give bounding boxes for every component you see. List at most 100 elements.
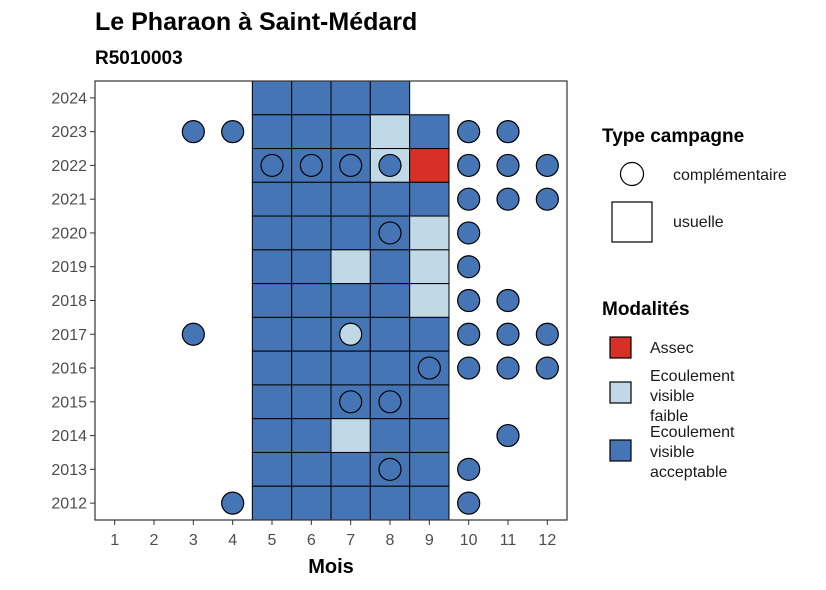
tile-2014-7	[330, 418, 371, 453]
y-tick-label-2018: 2018	[51, 293, 87, 310]
tile-2015-6	[291, 384, 332, 420]
point-2022-6	[299, 153, 323, 178]
tile-2016-8	[369, 350, 411, 386]
tile-2017-9	[409, 316, 450, 352]
complementaire-points	[181, 120, 559, 515]
point-2019-10	[457, 255, 481, 279]
tile-2013-5	[251, 451, 293, 487]
tile-2024-5	[251, 80, 293, 116]
tile-2016-6	[291, 350, 332, 386]
tile-2021-7	[330, 181, 371, 217]
point-2012-4	[221, 491, 245, 515]
point-2020-10	[457, 221, 481, 245]
legend-label-acceptable-line-1: Ecoulement	[650, 424, 735, 441]
legend-type-title: Type campagne	[602, 126, 744, 147]
chart-title: Le Pharaon à Saint-Médard	[95, 8, 417, 36]
legend-type-campagne: Type campagne complémentaire usuelle	[602, 126, 787, 243]
point-2022-7	[339, 153, 363, 178]
tile-2013-7	[330, 451, 371, 487]
legend-key-assec	[609, 336, 632, 359]
tile-2021-5	[251, 181, 293, 217]
point-2023-3	[181, 120, 205, 144]
point-2016-11	[496, 356, 520, 380]
tile-2016-5	[251, 350, 293, 386]
tile-2023-5	[251, 114, 293, 150]
y-tick-label-2017: 2017	[51, 327, 87, 344]
tile-2023-6	[291, 114, 332, 150]
tile-2014-9	[409, 418, 450, 453]
tile-2021-9	[409, 181, 450, 217]
tile-2024-8	[369, 80, 411, 116]
tile-2019-5	[251, 249, 293, 285]
y-tick-label-2024: 2024	[51, 90, 87, 107]
tile-2021-8	[369, 181, 411, 217]
y-tick-label-2013: 2013	[51, 462, 87, 479]
x-tick-label-2: 2	[150, 532, 159, 549]
tile-2012-7	[330, 485, 371, 521]
tile-2020-5	[251, 215, 293, 251]
tile-2019-8	[369, 249, 411, 285]
tile-2013-6	[291, 451, 332, 487]
x-tick-label-12: 12	[538, 532, 556, 549]
x-tick-label-10: 10	[460, 532, 478, 549]
tile-2016-7	[330, 350, 371, 386]
point-2020-8	[378, 221, 402, 245]
tile-2014-6	[291, 418, 332, 453]
tile-2019-7	[330, 249, 371, 285]
point-2017-11	[496, 322, 520, 346]
y-tick-label-2016: 2016	[51, 361, 87, 378]
legend-modalites: Modalités AssecEcoulementvisiblefaibleEc…	[602, 299, 735, 481]
tile-2018-9	[409, 283, 450, 318]
tile-2020-9	[409, 215, 450, 251]
x-tick-label-3: 3	[189, 532, 198, 549]
x-tick-label-8: 8	[386, 532, 395, 549]
point-2015-7	[339, 390, 363, 414]
tile-2014-5	[251, 418, 293, 453]
point-2017-7	[339, 322, 363, 346]
tile-2020-7	[330, 215, 371, 251]
tile-2018-5	[251, 283, 293, 318]
tile-2015-9	[409, 384, 450, 420]
tile-2013-9	[409, 451, 450, 487]
legend-label-complementaire: complémentaire	[673, 167, 787, 184]
tile-2015-5	[251, 384, 293, 420]
tile-2021-6	[291, 181, 332, 217]
y-tick-label-2023: 2023	[51, 124, 87, 141]
point-2021-11	[496, 187, 520, 211]
point-2017-3	[181, 322, 205, 346]
y-tick-label-2021: 2021	[51, 192, 87, 209]
x-tick-label-1: 1	[110, 532, 119, 549]
tile-2012-8	[369, 485, 411, 521]
tile-2023-8	[369, 114, 411, 150]
y-axis: 2012 2013 2014 2015 2016 2017 2018 2019 2020 2021…	[51, 90, 95, 513]
tile-2017-5	[251, 316, 293, 352]
tile-2014-8	[369, 418, 411, 453]
y-tick-label-2014: 2014	[51, 428, 87, 445]
tile-2018-7	[330, 283, 371, 318]
point-2022-12	[535, 153, 559, 178]
tile-2023-9	[409, 114, 450, 150]
y-tick-label-2020: 2020	[51, 225, 87, 242]
x-tick-label-5: 5	[268, 532, 277, 549]
tile-2018-8	[369, 283, 411, 318]
tile-2022-9	[409, 148, 450, 183]
x-tick-label-11: 11	[500, 532, 517, 549]
legend-label-faible-line-1: Ecoulement	[650, 368, 735, 385]
legend-label-assec-line-1: Assec	[650, 340, 694, 357]
chart-subtitle: R5010003	[95, 48, 183, 69]
legend-key-square	[611, 201, 653, 243]
point-2013-8	[378, 457, 402, 481]
x-tick-label-9: 9	[425, 532, 434, 549]
point-2017-10	[457, 322, 481, 346]
point-2023-10	[457, 120, 481, 144]
legend-label-faible-line-2: visible	[650, 388, 695, 405]
point-2015-8	[378, 390, 402, 414]
tile-2019-6	[291, 249, 332, 285]
point-2022-10	[457, 153, 481, 178]
point-2017-12	[535, 322, 559, 346]
point-2022-5	[260, 153, 284, 178]
tile-2017-6	[291, 316, 332, 352]
legend-label-faible-line-3: faible	[650, 408, 688, 425]
legend-key-faible	[609, 381, 632, 404]
tile-2023-7	[330, 114, 371, 150]
